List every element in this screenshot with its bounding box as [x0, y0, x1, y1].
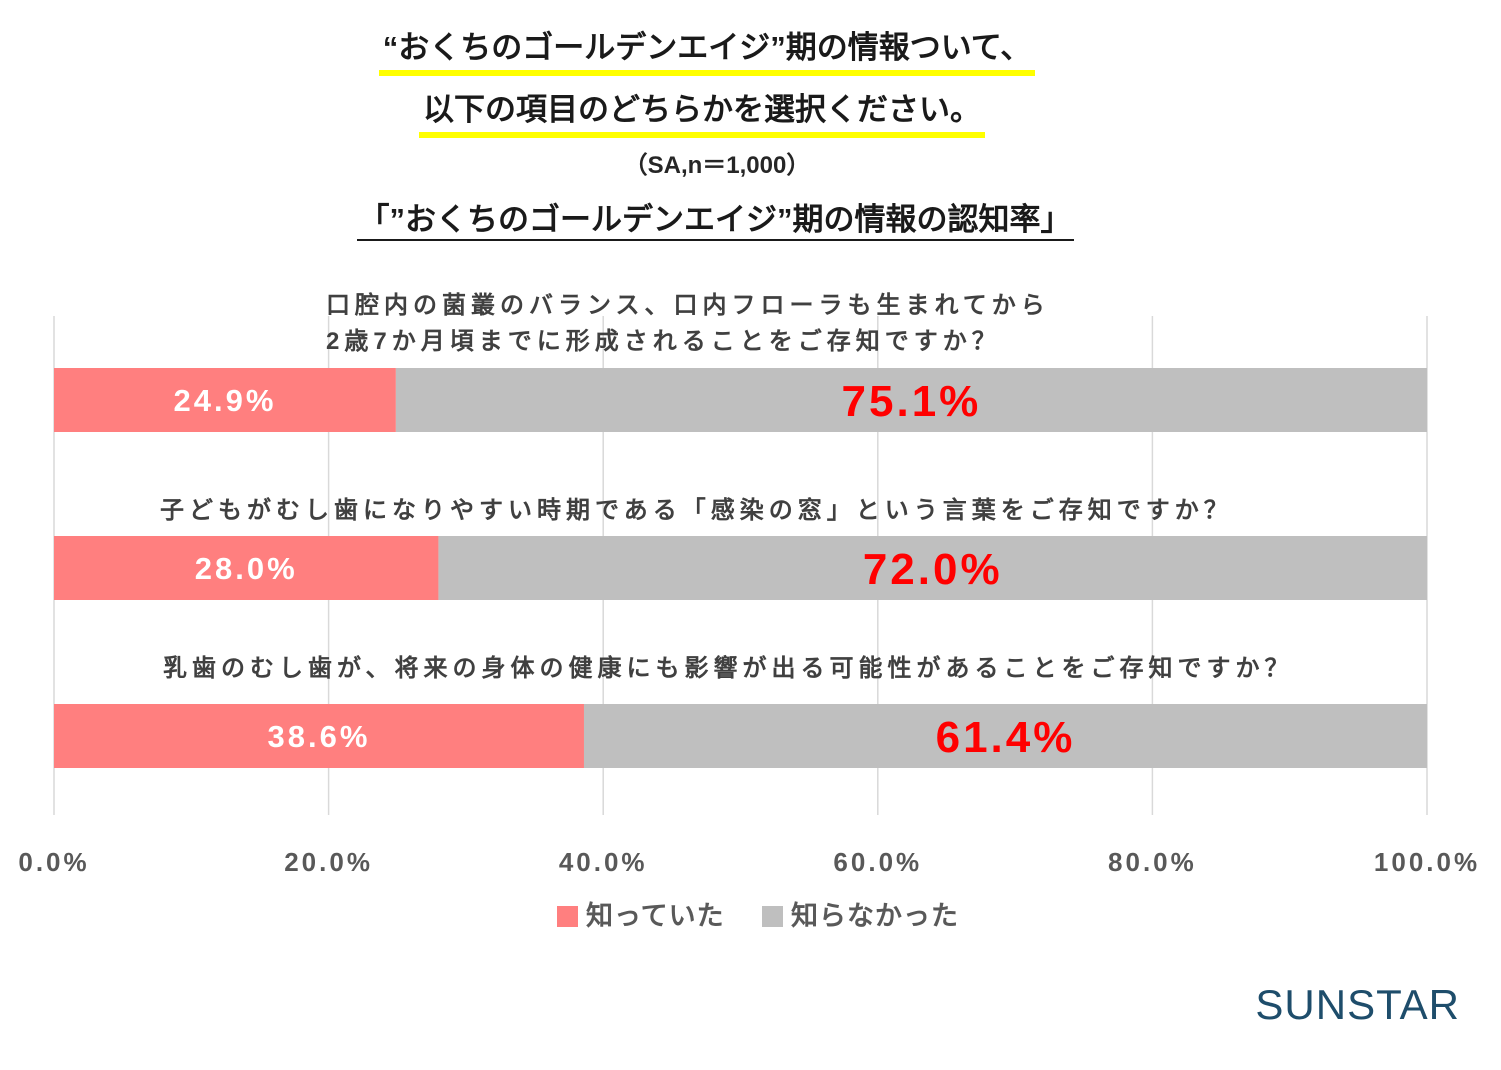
x-tick-label: 20.0% — [284, 847, 373, 877]
x-axis-tick-labels: 0.0% 20.0% 40.0% 60.0% 80.0% 100.0% — [18, 847, 1480, 877]
title-row-2: 以下の項目のどちらかを選択ください。 — [0, 91, 1404, 138]
bar-did-not-know-2 — [438, 536, 1427, 600]
category-label-3: 乳歯のむし歯が、将来の身体の健康にも影響が出る可能性があることをご存知ですか？ — [163, 655, 1294, 682]
bars — [54, 368, 1428, 768]
data-labels: 24.9% 75.1% 28.0% 72.0% 38.6% 61.4% — [173, 377, 1076, 762]
sunstar-logo: SUNSTAR — [1255, 981, 1460, 1028]
legend-item-did-not-know: 知らなかった — [762, 899, 959, 933]
bar-did-not-know-3 — [583, 704, 1427, 768]
title-line-1: “おくちのゴールデンエイジ”期の情報ついて、 — [378, 29, 1036, 76]
chart-title: 「”おくちのゴールデンエイジ”期の情報の認知率」 — [356, 202, 1074, 241]
bar-knew-3 — [54, 704, 584, 768]
bar-knew-1 — [54, 368, 396, 432]
legend-label-knew: 知っていた — [586, 901, 725, 931]
x-tick-label: 40.0% — [559, 847, 648, 877]
x-tick-label: 100.0% — [1374, 847, 1480, 877]
data-label-knew-3: 38.6% — [268, 719, 371, 754]
sample-note-row: （SA,n＝1,000） — [0, 151, 1434, 181]
data-label-knew-1: 24.9% — [173, 383, 276, 418]
data-label-knew-2: 28.0% — [195, 551, 298, 586]
title-line-2: 以下の項目のどちらかを選択ください。 — [419, 91, 985, 138]
x-tick-label: 60.0% — [833, 847, 922, 877]
data-label-did-not-know-1: 75.1% — [842, 377, 982, 426]
category-label-1: 口腔内の菌叢のバランス、口内フローラも生まれてから 2歳7か月頃までに形成される… — [326, 292, 1050, 355]
category-label-2: 子どもがむし歯になりやすい時期である「感染の窓」という言葉をご存知ですか？ — [160, 497, 1233, 524]
chart-title-row: 「”おくちのゴールデンエイジ”期の情報の認知率」 — [0, 202, 1430, 241]
x-tick-label: 0.0% — [18, 847, 89, 877]
data-label-did-not-know-2: 72.0% — [863, 545, 1003, 594]
x-tick-label: 80.0% — [1108, 847, 1197, 877]
legend-item-knew: 知っていた — [557, 899, 725, 933]
data-label-did-not-know-3: 61.4% — [936, 713, 1076, 762]
legend-swatch-knew — [557, 905, 578, 927]
sample-note: （SA,n＝1,000） — [623, 152, 811, 179]
bar-knew-2 — [54, 536, 439, 600]
title-row-1: “おくちのゴールデンエイジ”期の情報ついて、 — [0, 29, 1414, 76]
legend-label-did-not-know: 知らなかった — [791, 901, 959, 931]
legend-swatch-did-not-know — [762, 905, 783, 927]
bar-did-not-know-1 — [395, 368, 1428, 432]
